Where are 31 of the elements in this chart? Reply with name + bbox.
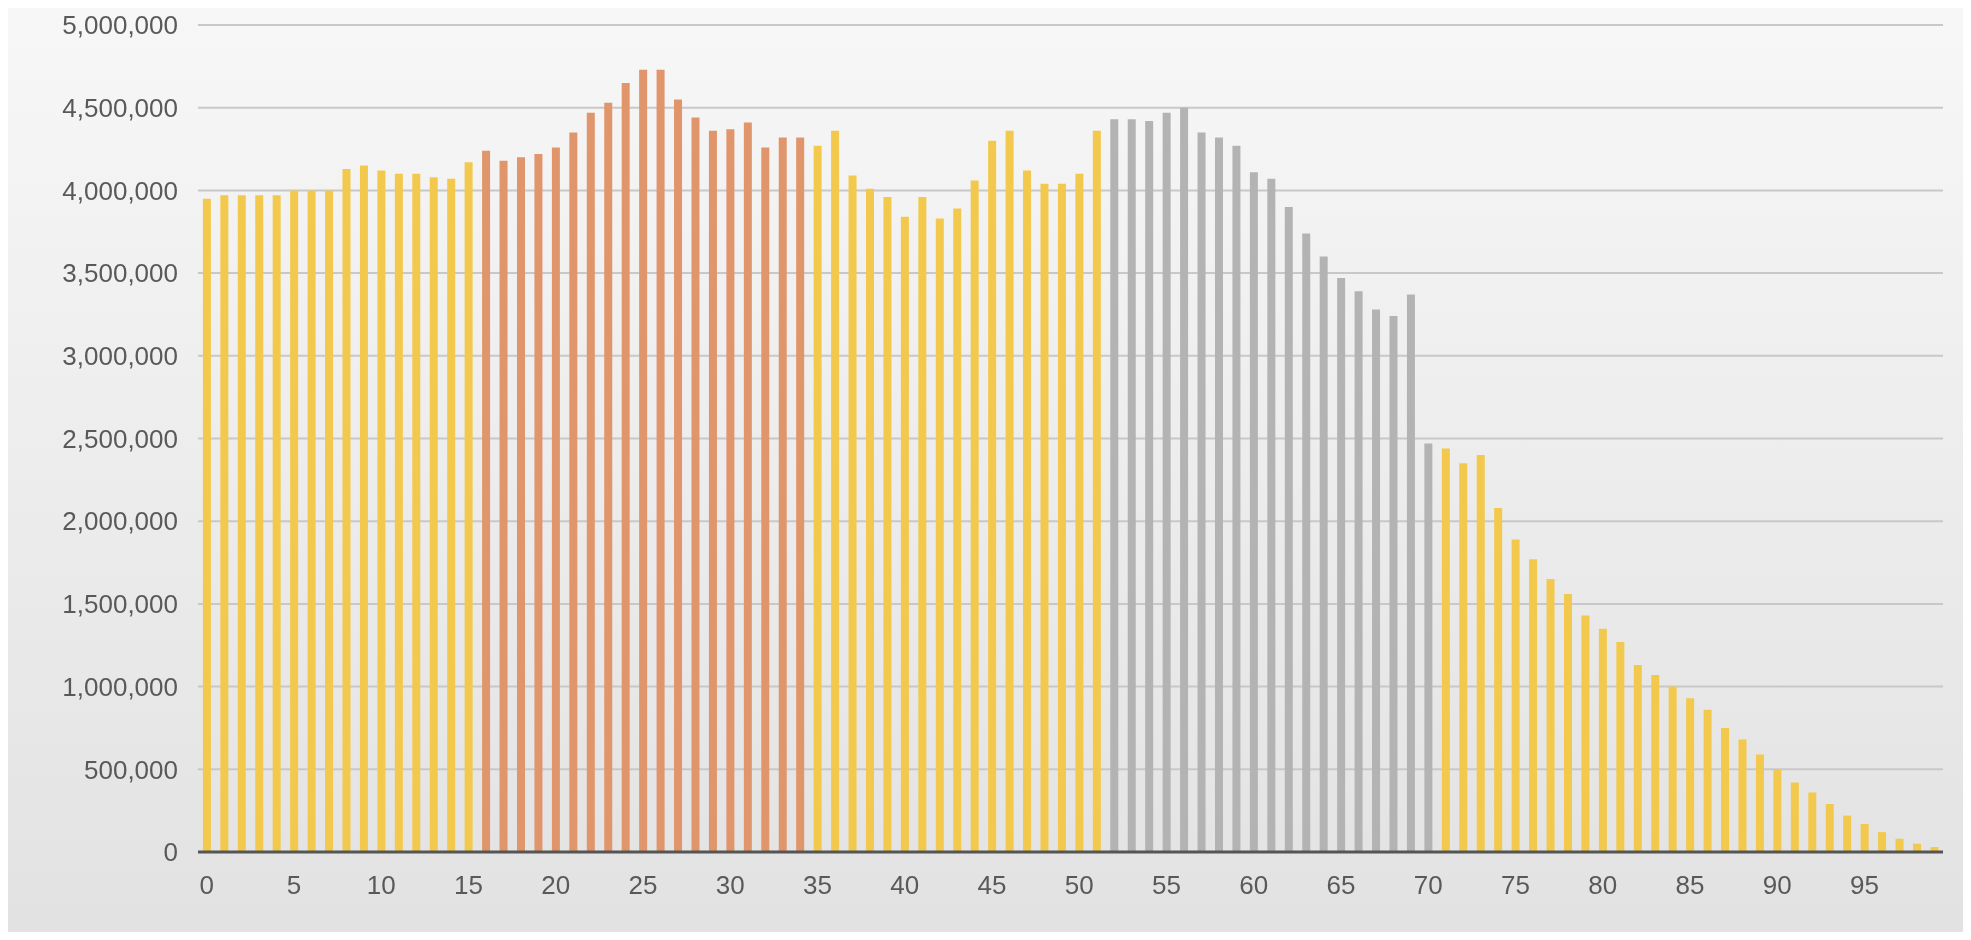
y-tick-label: 4,000,000 bbox=[62, 175, 178, 206]
x-tick-label: 90 bbox=[1762, 870, 1792, 901]
x-tick-label: 75 bbox=[1501, 870, 1530, 901]
x-tick-label: 45 bbox=[977, 870, 1007, 901]
x-tick-label: 50 bbox=[1064, 870, 1094, 901]
x-tick-label: 60 bbox=[1239, 870, 1269, 901]
x-tick-label: 85 bbox=[1675, 870, 1705, 901]
x-tick-label: 40 bbox=[890, 870, 920, 901]
x-tick-label: 15 bbox=[454, 870, 483, 901]
x-tick-label: 65 bbox=[1326, 870, 1356, 901]
y-tick-label: 3,500,000 bbox=[62, 258, 178, 289]
x-tick-label: 20 bbox=[541, 870, 571, 901]
y-tick-label: 5,000,000 bbox=[62, 10, 178, 41]
x-tick-label: 55 bbox=[1152, 870, 1181, 901]
x-tick-label: 0 bbox=[199, 870, 214, 901]
y-tick-label: 3,000,000 bbox=[62, 341, 178, 372]
x-tick-label: 70 bbox=[1413, 870, 1443, 901]
x-tick-label: 30 bbox=[715, 870, 745, 901]
y-tick-label: 4,500,000 bbox=[62, 92, 178, 123]
y-tick-label: 500,000 bbox=[84, 754, 178, 785]
x-tick-label: 80 bbox=[1588, 870, 1618, 901]
x-tick-label: 35 bbox=[803, 870, 832, 901]
x-tick-label: 5 bbox=[286, 870, 302, 901]
y-tick-label: 2,500,000 bbox=[62, 423, 178, 454]
y-tick-label: 1,000,000 bbox=[62, 671, 178, 702]
y-tick-label: 2,000,000 bbox=[62, 506, 178, 537]
y-tick-label: 0 bbox=[163, 837, 178, 868]
x-tick-label: 10 bbox=[366, 870, 396, 901]
y-tick-label: 1,500,000 bbox=[62, 589, 178, 620]
x-tick-label: 95 bbox=[1850, 870, 1879, 901]
x-tick-label: 25 bbox=[628, 870, 658, 901]
